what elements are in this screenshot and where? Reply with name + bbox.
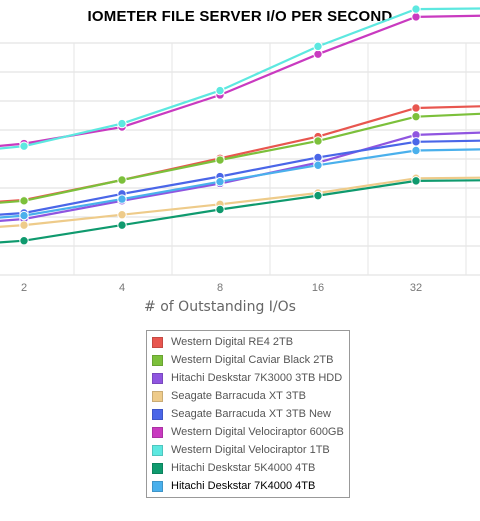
grid-lines: [0, 42, 480, 276]
data-point[interactable]: [411, 12, 421, 22]
series-lines: [0, 4, 480, 246]
series-line: [0, 14, 480, 147]
legend-swatch: [152, 462, 163, 474]
data-point[interactable]: [411, 137, 421, 147]
data-point[interactable]: [215, 155, 225, 165]
data-point[interactable]: [313, 160, 323, 170]
legend-label: Hitachi Deskstar 5K4000 4TB: [171, 462, 316, 474]
legend-label: Seagate Barracuda XT 3TB: [171, 390, 306, 402]
data-point[interactable]: [19, 236, 29, 246]
legend-item[interactable]: Western Digital RE4 2TB: [147, 333, 349, 351]
data-point[interactable]: [411, 103, 421, 113]
data-point[interactable]: [117, 210, 127, 220]
legend-label: Western Digital Velociraptor 1TB: [171, 444, 330, 456]
series-group: [0, 145, 480, 221]
legend-label: Western Digital RE4 2TB: [171, 336, 294, 348]
legend-item[interactable]: Western Digital Velociraptor 1TB: [147, 441, 349, 459]
data-point[interactable]: [411, 111, 421, 122]
data-point[interactable]: [117, 220, 127, 230]
x-axis-title: # of Outstanding I/Os: [144, 299, 296, 315]
data-point[interactable]: [215, 204, 225, 215]
legend-item[interactable]: Hitachi Deskstar 5K4000 4TB: [147, 459, 349, 477]
legend-item[interactable]: Seagate Barracuda XT 3TB New: [147, 405, 349, 423]
data-point[interactable]: [313, 49, 323, 59]
data-point[interactable]: [313, 136, 323, 146]
x-tick-label: 8: [217, 282, 223, 294]
data-point[interactable]: [19, 196, 29, 206]
x-tick-label: 16: [312, 282, 324, 294]
data-point[interactable]: [411, 176, 421, 186]
legend-item[interactable]: Hitachi Deskstar 7K3000 3TB HDD: [147, 369, 349, 387]
series-group: [0, 176, 480, 246]
data-point[interactable]: [19, 220, 29, 230]
legend-label: Hitachi Deskstar 7K4000 4TB: [171, 480, 316, 492]
legend-swatch: [152, 390, 163, 402]
data-point[interactable]: [19, 141, 29, 151]
data-point[interactable]: [313, 41, 323, 52]
data-point[interactable]: [19, 210, 29, 221]
legend-swatch: [152, 354, 163, 366]
legend-item[interactable]: Western Digital Velociraptor 600GB: [147, 423, 349, 441]
x-tick-label: 2: [21, 282, 27, 294]
legend-item[interactable]: Hitachi Deskstar 7K4000 4TB: [147, 477, 349, 495]
series-group: [0, 12, 480, 149]
series-group: [0, 111, 480, 206]
x-tick-labels: 2 4 8 16 32: [21, 282, 422, 294]
series-line: [0, 148, 480, 219]
legend-label: Hitachi Deskstar 7K3000 3TB HDD: [171, 372, 343, 384]
legend-label: Seagate Barracuda XT 3TB New: [171, 408, 331, 420]
legend-swatch: [152, 372, 163, 384]
legend-label: Western Digital Caviar Black 2TB: [171, 354, 334, 366]
x-tick-label: 4: [119, 282, 125, 294]
series-line: [0, 112, 480, 204]
legend-item[interactable]: Seagate Barracuda XT 3TB: [147, 387, 349, 405]
series-line: [0, 7, 480, 150]
x-tick-label: 32: [410, 282, 422, 294]
data-point[interactable]: [411, 145, 421, 156]
legend-swatch: [152, 426, 163, 438]
legend-swatch: [152, 480, 163, 492]
data-point[interactable]: [215, 177, 225, 187]
chart-title: IOMETER FILE SERVER I/O PER SECOND: [87, 8, 393, 25]
legend-swatch: [152, 408, 163, 420]
legend-item[interactable]: Western Digital Caviar Black 2TB: [147, 351, 349, 369]
data-point[interactable]: [117, 194, 127, 204]
plot-area: 2 4 8 16 32: [0, 4, 480, 294]
legend-swatch: [152, 336, 163, 348]
data-point[interactable]: [313, 190, 323, 201]
data-point[interactable]: [117, 175, 127, 185]
legend: Western Digital RE4 2TB Western Digital C…: [146, 330, 350, 498]
data-point[interactable]: [215, 85, 225, 96]
data-point[interactable]: [411, 4, 421, 14]
data-point[interactable]: [313, 152, 323, 163]
legend-swatch: [152, 444, 163, 456]
data-point[interactable]: [117, 118, 127, 129]
legend-label: Western Digital Velociraptor 600GB: [171, 426, 344, 438]
series-group: [0, 4, 480, 151]
